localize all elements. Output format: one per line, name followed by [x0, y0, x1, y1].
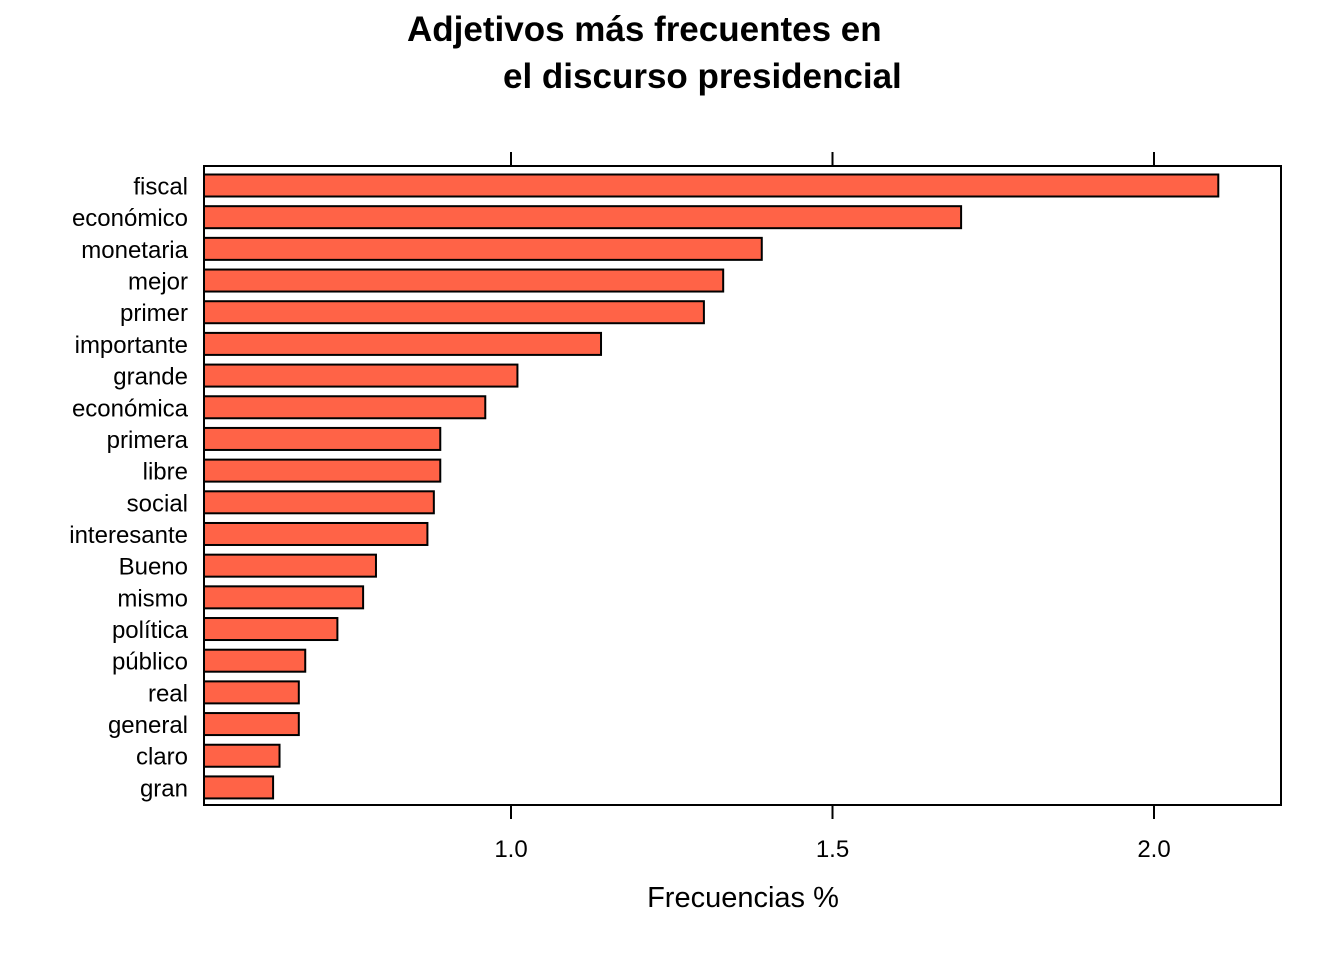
category-label-6: grande	[113, 364, 188, 391]
x-tick-label-2: 2.0	[1137, 836, 1170, 863]
bar-8	[203, 426, 442, 451]
category-label-2: monetaria	[81, 237, 188, 264]
bar-3	[203, 268, 725, 293]
bar-15	[203, 648, 307, 673]
category-label-7: económica	[72, 395, 189, 422]
bar-19	[203, 775, 275, 800]
bar-5	[203, 331, 603, 356]
bar-1	[203, 205, 963, 230]
bar-9	[203, 458, 442, 483]
category-label-8: primera	[107, 427, 189, 454]
x-tick-label-0: 1.0	[494, 836, 527, 863]
category-label-0: fiscal	[133, 174, 188, 201]
category-label-19: gran	[140, 775, 188, 802]
category-label-15: público	[112, 649, 188, 676]
bar-13	[203, 585, 365, 610]
category-label-12: Bueno	[119, 554, 188, 581]
bar-4	[203, 300, 705, 325]
category-label-10: social	[127, 490, 188, 517]
bar-12	[203, 553, 377, 578]
category-label-3: mejor	[128, 269, 188, 296]
category-label-17: general	[108, 712, 188, 739]
category-label-14: política	[112, 617, 189, 644]
category-label-16: real	[148, 680, 188, 707]
bar-7	[203, 395, 487, 420]
category-label-1: económico	[72, 205, 188, 232]
bar-6	[203, 363, 519, 388]
x-tick-label-1: 1.5	[816, 836, 849, 863]
chart-title-line-1: Adjetivos más frecuentes en	[407, 10, 882, 49]
bar-11	[203, 521, 429, 546]
bar-0	[203, 173, 1220, 198]
bar-10	[203, 490, 435, 515]
bar-18	[203, 743, 281, 768]
plot-frame	[203, 165, 1282, 806]
bar-17	[203, 712, 300, 737]
category-label-11: interesante	[69, 522, 188, 549]
category-label-9: libre	[143, 459, 188, 486]
bar-14	[203, 617, 339, 642]
category-label-13: mismo	[117, 585, 188, 612]
x-axis-label: Frecuencias %	[647, 882, 839, 914]
category-label-4: primer	[120, 300, 188, 327]
category-label-18: claro	[136, 744, 188, 771]
chart-title-line-2: el discurso presidencial	[503, 57, 902, 96]
bar-16	[203, 680, 300, 705]
bar-2	[203, 236, 763, 261]
category-label-5: importante	[75, 332, 188, 359]
